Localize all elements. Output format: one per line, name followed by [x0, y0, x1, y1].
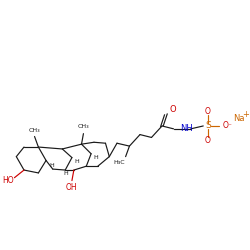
Text: CH₃: CH₃ [29, 128, 40, 133]
Text: O⁻: O⁻ [222, 122, 232, 130]
Text: H: H [75, 159, 80, 164]
Text: O: O [205, 107, 211, 116]
Text: CH₃: CH₃ [78, 124, 89, 130]
Text: Na: Na [233, 114, 244, 123]
Text: NH: NH [180, 124, 193, 133]
Text: H: H [49, 163, 54, 168]
Text: HO: HO [2, 176, 14, 185]
Text: H₃C: H₃C [113, 160, 125, 165]
Text: H: H [64, 172, 68, 176]
Text: O: O [205, 136, 211, 145]
Text: S: S [205, 122, 211, 130]
Text: H: H [93, 155, 98, 160]
Text: O: O [170, 105, 176, 114]
Text: +: + [242, 110, 250, 119]
Text: OH: OH [66, 183, 78, 192]
